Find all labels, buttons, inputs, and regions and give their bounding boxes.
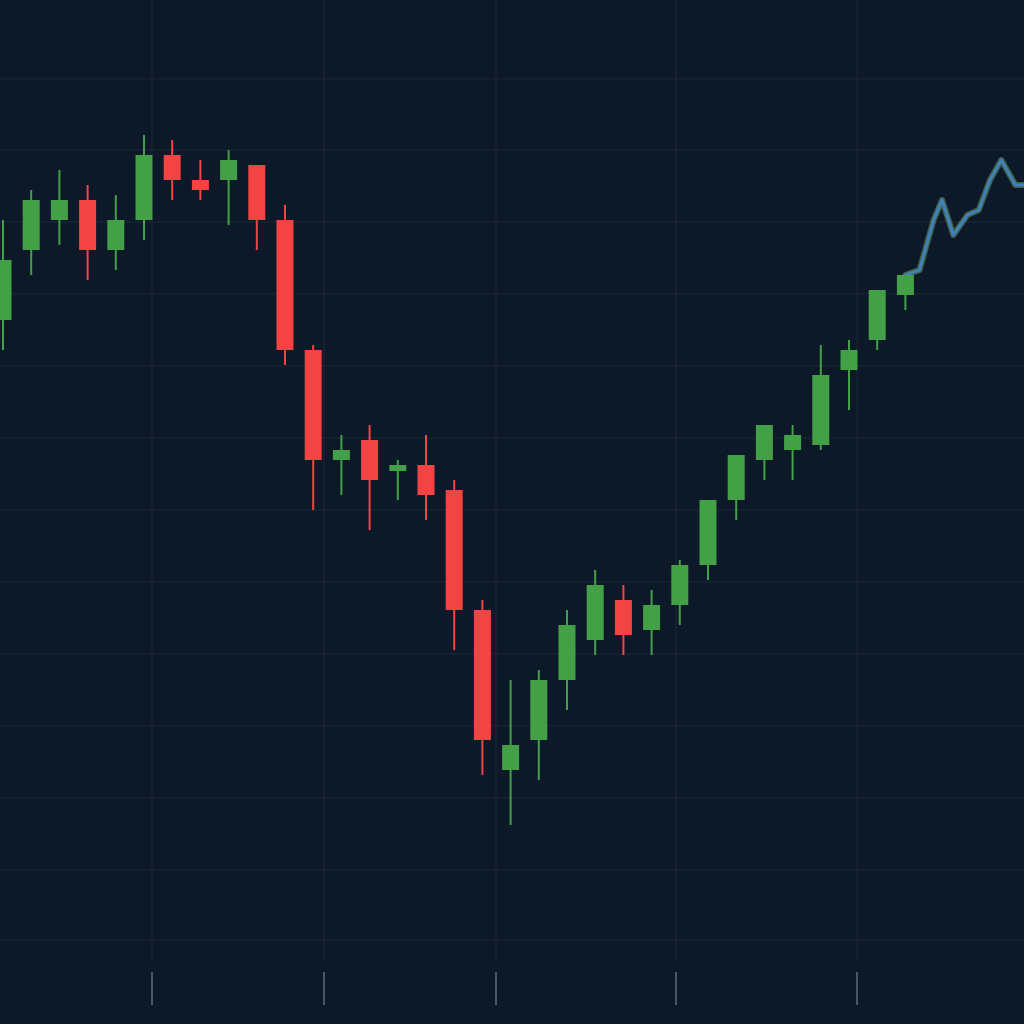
candle-body: [727, 455, 745, 500]
candle-body: [135, 155, 153, 220]
candle-31: [868, 290, 886, 350]
candle-body: [107, 220, 125, 250]
candle-9: [248, 165, 266, 250]
candle-body: [304, 350, 322, 460]
candle-body: [671, 565, 689, 605]
candle-body: [502, 745, 520, 770]
candle-32: [896, 275, 914, 310]
candle-body: [163, 155, 181, 180]
candle-body: [784, 435, 802, 450]
candle-body: [332, 450, 350, 460]
candle-body: [417, 465, 435, 495]
candle-27: [755, 425, 773, 480]
candle-3: [79, 185, 97, 280]
candle-body: [614, 600, 632, 635]
candle-5: [135, 135, 153, 240]
candle-body: [50, 200, 68, 220]
candle-body: [755, 425, 773, 460]
candle-12: [332, 435, 350, 495]
candle-body: [220, 160, 238, 180]
candle-10: [276, 205, 294, 365]
candle-body: [79, 200, 97, 250]
candle-17: [473, 600, 491, 775]
candle-22: [614, 585, 632, 655]
candle-0: [0, 220, 12, 350]
candle-18: [502, 680, 520, 825]
candle-body: [361, 440, 379, 480]
candle-4: [107, 195, 125, 270]
candle-body: [558, 625, 576, 680]
candle-body: [191, 180, 209, 190]
candle-29: [812, 345, 830, 450]
candle-13: [361, 425, 379, 530]
candle-body: [530, 680, 548, 740]
candle-body: [896, 275, 914, 295]
candle-body: [0, 260, 12, 320]
x-axis-ticks: [151, 972, 858, 1005]
candle-20: [558, 610, 576, 710]
candle-28: [784, 425, 802, 480]
candle-24: [671, 560, 689, 625]
candle-8: [220, 150, 238, 225]
candle-body: [22, 200, 40, 250]
candle-body: [840, 350, 858, 370]
candle-26: [727, 455, 745, 520]
candle-6: [163, 140, 181, 200]
candle-body: [276, 220, 294, 350]
candle-15: [417, 435, 435, 520]
grid-lines: [0, 0, 1024, 960]
candle-body: [586, 585, 604, 640]
candle-body: [643, 605, 661, 630]
candle-body: [812, 375, 830, 445]
candle-19: [530, 670, 548, 780]
candle-body: [389, 465, 407, 471]
candle-body: [473, 610, 491, 740]
candle-23: [643, 590, 661, 655]
candle-11: [304, 345, 322, 510]
candle-body: [445, 490, 463, 610]
candle-30: [840, 340, 858, 410]
candle-14: [389, 460, 407, 500]
projection-line: [903, 158, 1024, 277]
candle-2: [50, 170, 68, 245]
candle-7: [191, 160, 209, 200]
candle-body: [699, 500, 717, 565]
candle-body: [868, 290, 886, 340]
candle-25: [699, 500, 717, 580]
candles-group: [0, 135, 914, 825]
candle-1: [22, 190, 40, 275]
candle-21: [586, 570, 604, 655]
projection-line-group: [902, 157, 1024, 278]
candle-16: [445, 480, 463, 650]
candle-body: [248, 165, 266, 220]
